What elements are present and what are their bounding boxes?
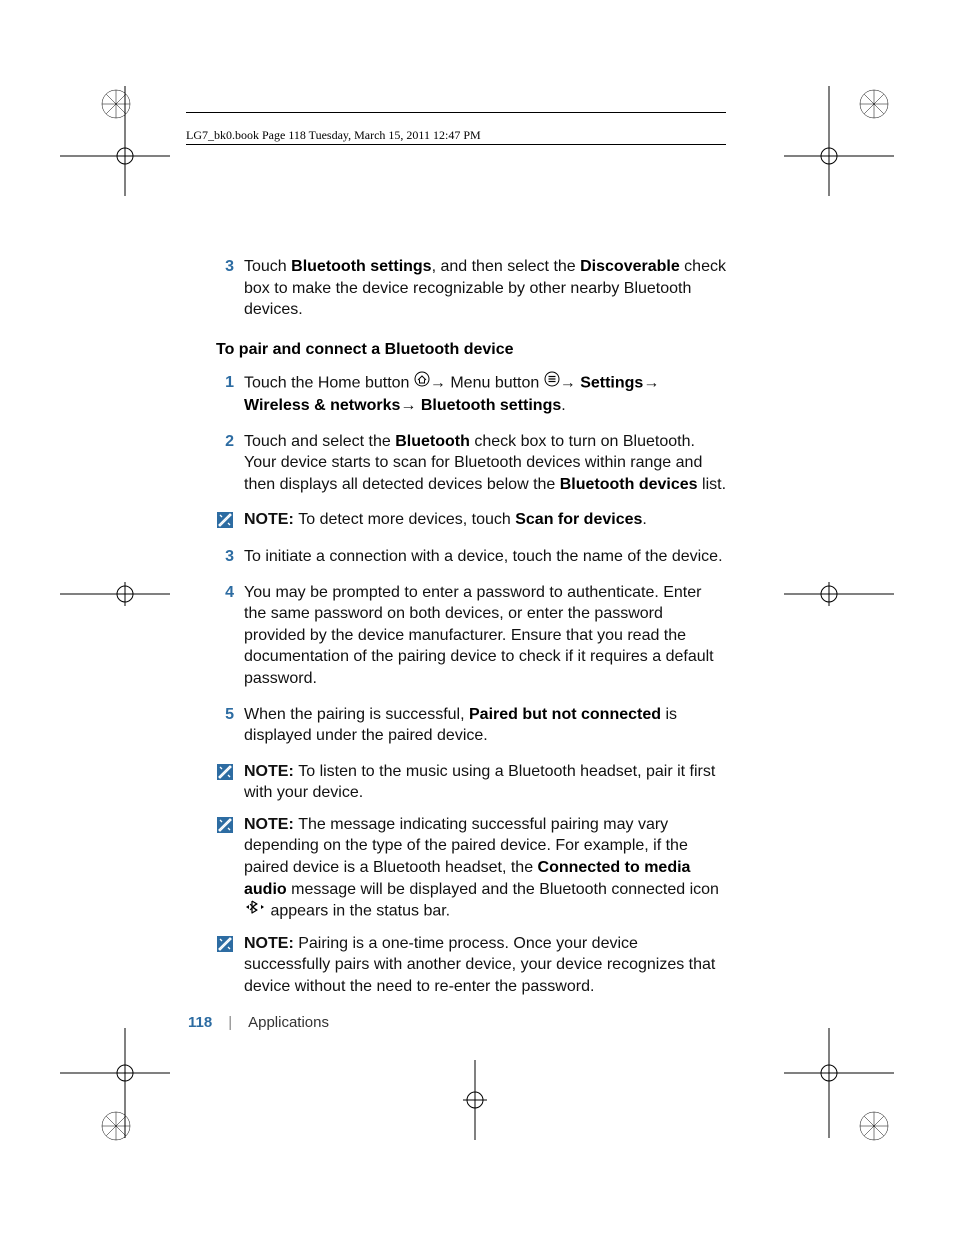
pair-step-2: 2 Touch and select the Bluetooth check b… <box>216 431 726 496</box>
step-body: Touch and select the Bluetooth check box… <box>244 431 726 496</box>
note-icon <box>216 814 244 841</box>
bluetooth-connected-icon <box>244 899 266 922</box>
crop-mark-top-right <box>754 86 894 196</box>
header-rule-top <box>186 112 726 113</box>
footer-separator: | <box>228 1014 232 1031</box>
crop-mark-top-left <box>60 86 200 196</box>
pair-step-3: 3 To initiate a connection with a device… <box>216 546 726 568</box>
note-body: NOTE: To detect more devices, touch Scan… <box>244 509 726 531</box>
note-pairing-message: NOTE: The message indicating successful … <box>216 814 726 923</box>
step-number: 2 <box>216 431 244 496</box>
step-3-prior: 3 Touch Bluetooth settings, and then sel… <box>216 256 726 321</box>
step-body: Touch the Home button → Menu button → Se… <box>244 372 726 416</box>
note-body: NOTE: Pairing is a one-time process. Onc… <box>244 933 726 998</box>
step-number: 3 <box>216 546 244 568</box>
note-icon <box>216 509 244 536</box>
pair-step-5: 5 When the pairing is successful, Paired… <box>216 704 726 747</box>
note-body: NOTE: The message indicating successful … <box>244 814 726 923</box>
home-icon <box>414 371 430 394</box>
page-number: 118 <box>188 1014 212 1031</box>
step-number: 5 <box>216 704 244 747</box>
step-number: 1 <box>216 372 244 416</box>
footer-section-label: Applications <box>248 1014 329 1031</box>
step-number: 4 <box>216 582 244 690</box>
step-body: When the pairing is successful, Paired b… <box>244 704 726 747</box>
note-icon <box>216 761 244 788</box>
page-footer: 118 | Applications <box>188 1014 329 1031</box>
note-headset-pair: NOTE: To listen to the music using a Blu… <box>216 761 726 804</box>
crop-mark-bottom-left <box>60 1028 200 1148</box>
step-body: To initiate a connection with a device, … <box>244 546 726 568</box>
pair-step-4: 4 You may be prompted to enter a passwor… <box>216 582 726 690</box>
running-header: LG7_bk0.book Page 118 Tuesday, March 15,… <box>186 128 481 143</box>
note-one-time: NOTE: Pairing is a one-time process. Onc… <box>216 933 726 998</box>
note-scan-devices: NOTE: To detect more devices, touch Scan… <box>216 509 726 536</box>
crop-mark-mid-left <box>60 554 170 634</box>
section-title: To pair and connect a Bluetooth device <box>216 339 726 361</box>
crop-mark-bottom-right <box>754 1028 894 1148</box>
note-body: NOTE: To listen to the music using a Blu… <box>244 761 726 804</box>
step-number: 3 <box>216 256 244 321</box>
step-body: You may be prompted to enter a password … <box>244 582 726 690</box>
menu-icon <box>544 371 560 394</box>
step-body: Touch Bluetooth settings, and then selec… <box>244 256 726 321</box>
note-icon <box>216 933 244 960</box>
header-rule-bottom <box>186 144 726 145</box>
pair-step-1: 1 Touch the Home button → Menu button → … <box>216 372 726 416</box>
crop-mark-bottom-center <box>430 1060 520 1150</box>
crop-mark-mid-right <box>784 554 894 634</box>
page-content: 3 Touch Bluetooth settings, and then sel… <box>216 256 726 1008</box>
